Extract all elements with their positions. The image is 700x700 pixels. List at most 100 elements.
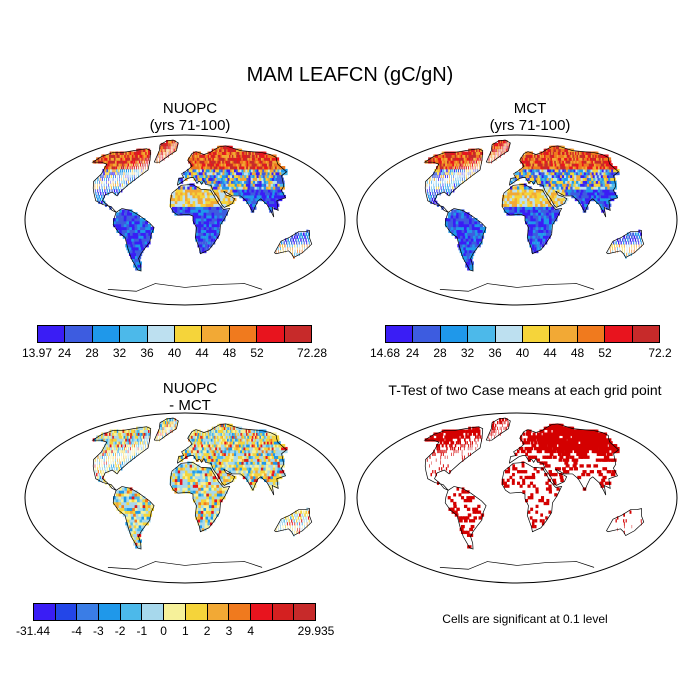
grid-cell [178,464,181,468]
grid-cell [514,203,518,207]
grid-cell [442,174,444,179]
grid-cell [564,183,569,187]
grid-cell [438,160,442,164]
grid-cell [105,171,107,176]
grid-cell [469,154,472,158]
grid-cell [139,151,142,155]
grid-cell [225,452,230,457]
grid-cell [276,174,283,179]
grid-cell [540,220,545,225]
grid-cell [175,148,177,153]
grid-cell [210,475,214,480]
grid-cell [121,229,126,233]
grid-cell [520,171,524,176]
grid-cell [137,171,139,176]
grid-cell [524,166,527,170]
grid-cell [470,160,473,164]
grid-cell [298,241,300,245]
grid-cell [200,229,204,233]
grid-cell [199,160,203,164]
grid-cell [548,220,553,225]
grid-cell [542,203,547,207]
grid-cell [131,154,135,158]
grid-cell [188,449,192,454]
grid-cell [212,183,216,187]
grid-cell [567,192,572,196]
grid-cell [540,189,545,193]
grid-cell [597,189,603,193]
grid-cell [106,461,107,465]
grid-cell [529,157,532,161]
grid-cell [542,241,545,245]
grid-cell [210,235,214,239]
grid-cell [120,446,122,451]
grid-cell [532,226,536,231]
grid-cell [121,458,123,462]
grid-cell [267,192,272,196]
grid-cell [209,446,213,451]
grid-cell [533,189,537,193]
grid-cell [187,189,191,193]
grid-cell [162,151,163,155]
grid-cell [127,446,129,451]
grid-cell [99,464,101,468]
grid-cell [133,435,136,439]
grid-cell [209,244,213,248]
grid-cell [108,461,109,465]
grid-cell [521,157,524,161]
grid-cell [537,163,541,167]
grid-cell [588,186,594,190]
grid-cell [137,493,141,497]
grid-cell [522,168,526,173]
grid-cell [631,235,633,239]
grid-cell [120,435,124,439]
grid-cell [202,200,207,205]
grid-cell [132,229,136,233]
grid-cell [543,226,547,231]
grid-cell [294,522,296,526]
grid-cell [257,470,262,474]
grid-cell [452,168,454,173]
grid-cell [284,238,287,242]
grid-cell [128,246,133,251]
grid-cell [117,444,119,448]
grid-cell [551,218,555,222]
grid-cell [503,206,507,210]
grid-cell [460,160,463,164]
grid-cell [185,467,188,471]
grid-cell [97,458,98,462]
grid-cell [456,229,460,233]
grid-cell [460,246,465,251]
grid-cell [469,226,473,231]
grid-cell [130,533,135,537]
grid-cell [125,458,127,462]
grid-cell [216,513,219,517]
grid-cell [267,481,272,485]
grid-cell [218,461,223,465]
grid-cell [120,168,122,173]
grid-cell [504,197,508,202]
grid-cell [492,154,494,158]
grid-cell [207,522,210,526]
grid-cell [451,166,453,170]
grid-cell [216,215,221,219]
grid-cell [191,157,194,161]
grid-cell [443,189,445,193]
grid-cell [284,244,286,248]
grid-cell [493,148,495,153]
grid-cell [540,177,544,181]
grid-cell [217,452,222,457]
grid-cell [547,168,551,173]
grid-cell [97,197,99,202]
grid-cell [578,189,583,193]
grid-cell [227,174,233,179]
grid-cell [189,438,193,442]
grid-cell [192,206,196,210]
grid-cell [177,475,181,480]
grid-cell [172,203,175,207]
grid-cell [511,209,515,213]
grid-cell [497,154,498,158]
grid-cell [480,154,482,158]
grid-cell [174,209,178,213]
grid-cell [129,218,133,222]
